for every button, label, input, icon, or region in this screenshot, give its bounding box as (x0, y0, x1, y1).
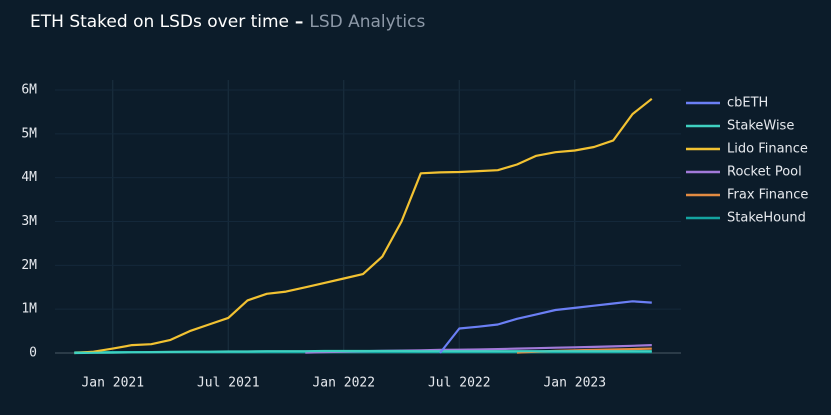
x-tick-label: Jul 2022 (428, 376, 491, 391)
chart-title-group: ETH Staked on LSDs over time – LSD Analy… (30, 12, 425, 32)
y-tick-label: 1M (21, 302, 37, 317)
series-line (74, 97, 653, 355)
series-line (439, 300, 652, 354)
x-tick-label: Jan 2022 (312, 376, 375, 391)
y-tick-label: 6M (21, 83, 37, 98)
series-line (74, 349, 652, 355)
legend-label: Frax Finance (727, 188, 808, 203)
y-tick-label: 3M (21, 214, 37, 229)
legend-label: Lido Finance (727, 142, 808, 157)
legend-label: StakeWise (727, 119, 794, 134)
chart-subtitle: LSD Analytics (309, 12, 425, 32)
legend-label: Rocket Pool (727, 165, 802, 180)
legend-label: StakeHound (727, 211, 806, 226)
title-dash: – (289, 12, 309, 32)
y-tick-label: 2M (21, 258, 37, 273)
y-tick-label: 0 (29, 346, 37, 361)
y-tick-label: 5M (21, 126, 37, 141)
legend-label: cbETH (727, 96, 768, 111)
y-tick-label: 4M (21, 170, 37, 185)
x-tick-label: Jul 2021 (197, 376, 260, 391)
chart-title: ETH Staked on LSDs over time (30, 12, 289, 32)
x-tick-label: Jan 2021 (81, 376, 144, 391)
x-tick-label: Jan 2023 (543, 376, 606, 391)
